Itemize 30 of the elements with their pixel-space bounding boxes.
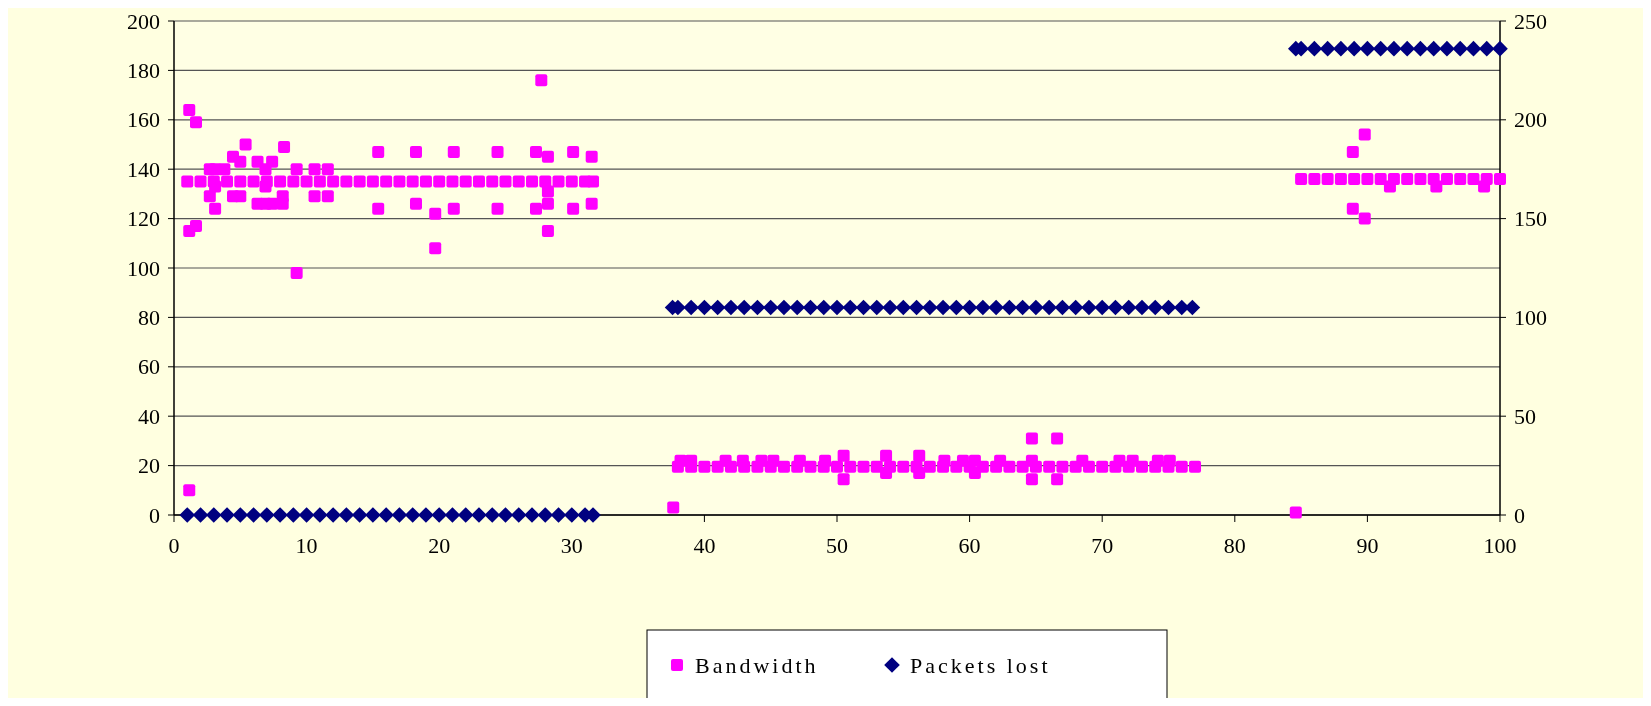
y2-tick-label: 250 [1514, 8, 1547, 34]
y-tick-label: 0 [149, 502, 160, 528]
y-tick-label: 200 [127, 8, 160, 34]
y-tick-label: 100 [127, 255, 160, 281]
y-tick-label: 40 [138, 403, 160, 429]
y-tick-label: 180 [127, 57, 160, 83]
x-tick-label: 90 [1356, 533, 1379, 558]
y2-tick-label: 0 [1514, 502, 1525, 528]
x-tick-label: 60 [958, 533, 981, 558]
x-tick-label: 80 [1223, 533, 1246, 558]
y-tick-label: 60 [138, 354, 160, 380]
y-tick-label: 160 [127, 107, 160, 133]
y2-tick-label: 100 [1514, 304, 1547, 330]
x-tick-label: 100 [1483, 533, 1517, 558]
y2-tick-label: 50 [1514, 403, 1536, 429]
y-tick-label: 140 [127, 156, 160, 182]
x-tick-label: 0 [168, 533, 180, 558]
y-tick-label: 80 [138, 304, 160, 330]
y2-tick-label: 150 [1514, 206, 1547, 232]
x-tick-label: 10 [295, 533, 318, 558]
x-tick-label: 70 [1091, 533, 1114, 558]
x-tick-label: 30 [560, 533, 583, 558]
y-tick-label: 20 [138, 453, 160, 479]
x-tick-label: 40 [693, 533, 716, 558]
legend-label: Bandwidth [695, 652, 819, 678]
y2-tick-label: 200 [1514, 107, 1547, 133]
legend-label: Packets lost [910, 652, 1051, 678]
y-tick-label: 120 [127, 206, 160, 232]
x-tick-label: 50 [826, 533, 848, 558]
x-tick-label: 20 [428, 533, 451, 558]
